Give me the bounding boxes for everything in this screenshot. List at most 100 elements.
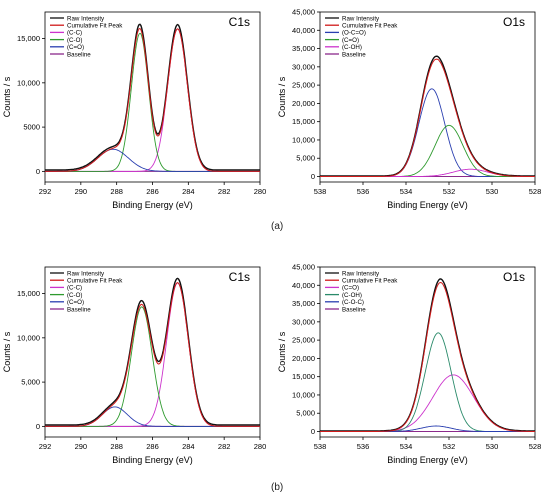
y-tick-label: 15,000 xyxy=(292,372,315,381)
y-tick-label: 25,000 xyxy=(292,336,315,345)
legend-entry: Cumulative Fit Peak xyxy=(342,23,398,30)
plot-area xyxy=(45,277,260,427)
x-tick-label: 292 xyxy=(39,442,52,451)
chart-b-o1s: 538 536 534 532 530 528 0 5,000 10,000 15,000 20,0… xyxy=(277,263,541,466)
x-tick-label: 280 xyxy=(254,442,267,451)
x-axis-label: Binding Energy (eV) xyxy=(112,200,193,210)
x-tick-label: 534 xyxy=(400,442,413,451)
y-tick-label: 10,000 xyxy=(292,135,315,144)
legend-entry: (C-C) xyxy=(67,30,82,37)
y-axis-label: Counts / s xyxy=(2,331,12,372)
legend-entry: Raw Intensity xyxy=(342,270,380,277)
x-axis-label: Binding Energy (eV) xyxy=(112,455,193,465)
y-tick-label: 5000 xyxy=(23,123,40,132)
y-tick-label: 45,000 xyxy=(292,8,315,17)
caption-a: (a) xyxy=(271,221,284,232)
raw-intensity-line xyxy=(45,277,260,426)
raw-intensity-line xyxy=(320,55,535,177)
legend-entry: Baseline xyxy=(67,306,91,313)
x-tick-label: 284 xyxy=(182,442,195,451)
y-tick-label: 10,000 xyxy=(17,78,40,87)
y-tick-label: 30,000 xyxy=(292,62,315,71)
legend-entry: (C=O) xyxy=(342,37,359,44)
caption-b: (b) xyxy=(271,482,284,493)
y-tick-label: 15,000 xyxy=(17,34,40,43)
x-tick-label: 528 xyxy=(529,187,542,196)
x-tick-label: 288 xyxy=(110,442,123,451)
x-tick-label: 284 xyxy=(182,187,195,196)
y-tick-label: 0 xyxy=(36,167,40,176)
legend-entry: Raw Intensity xyxy=(67,270,105,277)
x-tick-label: 536 xyxy=(357,187,370,196)
legend-entry: Raw Intensity xyxy=(67,15,105,22)
x-tick-label: 282 xyxy=(218,187,231,196)
cumulative-fit-line xyxy=(45,27,260,172)
legend-entry: (C-OH) xyxy=(342,44,362,51)
chart-a-o1s: 538 536 534 532 530 528 0 5,000 10,000 15,000 20,0… xyxy=(277,8,542,211)
y-axis-label: Counts / s xyxy=(277,331,287,372)
legend-entry: Baseline xyxy=(67,51,91,58)
y-tick-label: 10,000 xyxy=(292,390,315,399)
legend-entry: (C=O) xyxy=(67,299,84,306)
y-tick-label: 5,000 xyxy=(296,409,315,418)
plot-frame xyxy=(319,11,536,183)
y-tick-label: 0 xyxy=(311,427,315,436)
peak-line xyxy=(320,374,535,432)
y-axis-label: Counts / s xyxy=(277,76,287,117)
y-tick-label: 5,000 xyxy=(21,378,40,387)
x-tick-label: 292 xyxy=(39,187,52,196)
peak-line xyxy=(320,124,535,177)
chart-title: C1s xyxy=(229,15,250,29)
x-tick-label: 534 xyxy=(400,187,413,196)
x-tick-label: 286 xyxy=(146,442,159,451)
y-tick-label: 35,000 xyxy=(292,44,315,53)
legend-entry: Cumulative Fit Peak xyxy=(67,23,123,30)
cumulative-fit-line xyxy=(45,282,260,427)
x-tick-label: 286 xyxy=(146,187,159,196)
y-tick-label: 40,000 xyxy=(292,281,315,290)
legend-entry: (C-O) xyxy=(67,292,82,299)
y-tick-label: 0 xyxy=(36,422,40,431)
peak-line xyxy=(320,88,535,177)
y-axis-label: Counts / s xyxy=(2,76,12,117)
y-tick-label: 5,000 xyxy=(296,154,315,163)
legend-entry: (C-O) xyxy=(67,37,82,44)
x-tick-label: 280 xyxy=(254,187,267,196)
x-tick-label: 530 xyxy=(486,187,499,196)
x-tick-label: 282 xyxy=(218,442,231,451)
y-tick-label: 40,000 xyxy=(292,26,315,35)
cumulative-fit-line xyxy=(320,281,535,432)
legend-entry: (C=O) xyxy=(67,44,84,51)
legend-entry: (C-OH) xyxy=(342,292,362,299)
x-tick-label: 532 xyxy=(443,442,456,451)
x-tick-label: 530 xyxy=(486,442,499,451)
chart-title: O1s xyxy=(503,15,525,29)
y-tick-label: 45,000 xyxy=(292,263,315,272)
plot-frame xyxy=(319,266,536,438)
y-tick-label: 15,000 xyxy=(292,117,315,126)
x-tick-label: 536 xyxy=(357,442,370,451)
y-tick-label: 0 xyxy=(311,172,315,181)
legend-entry: Raw Intensity xyxy=(342,15,380,22)
peak-line xyxy=(320,332,535,432)
x-axis-label: Binding Energy (eV) xyxy=(387,200,468,210)
x-tick-label: 290 xyxy=(75,442,88,451)
peak-line xyxy=(45,306,260,427)
x-tick-label: 538 xyxy=(314,187,327,196)
plot-area xyxy=(320,278,535,432)
chart-title: O1s xyxy=(503,270,525,284)
y-tick-label: 30,000 xyxy=(292,317,315,326)
legend-entry: Cumulative Fit Peak xyxy=(67,278,123,285)
legend-entry: (C-C) xyxy=(67,285,82,292)
legend-entry: (O-C=O) xyxy=(342,30,366,37)
plot-area xyxy=(45,23,260,172)
x-tick-label: 288 xyxy=(110,187,123,196)
chart-a-c1s: 292 290 288 286 284 282 280 0 5000 10,000 15,000 Bi… xyxy=(2,11,267,210)
plot-area xyxy=(320,55,535,177)
legend-entry: Cumulative Fit Peak xyxy=(342,278,398,285)
legend-entry: (C=O) xyxy=(342,285,359,292)
y-tick-label: 10,000 xyxy=(17,333,40,342)
cumulative-fit-line xyxy=(320,58,535,177)
y-tick-label: 20,000 xyxy=(292,354,315,363)
